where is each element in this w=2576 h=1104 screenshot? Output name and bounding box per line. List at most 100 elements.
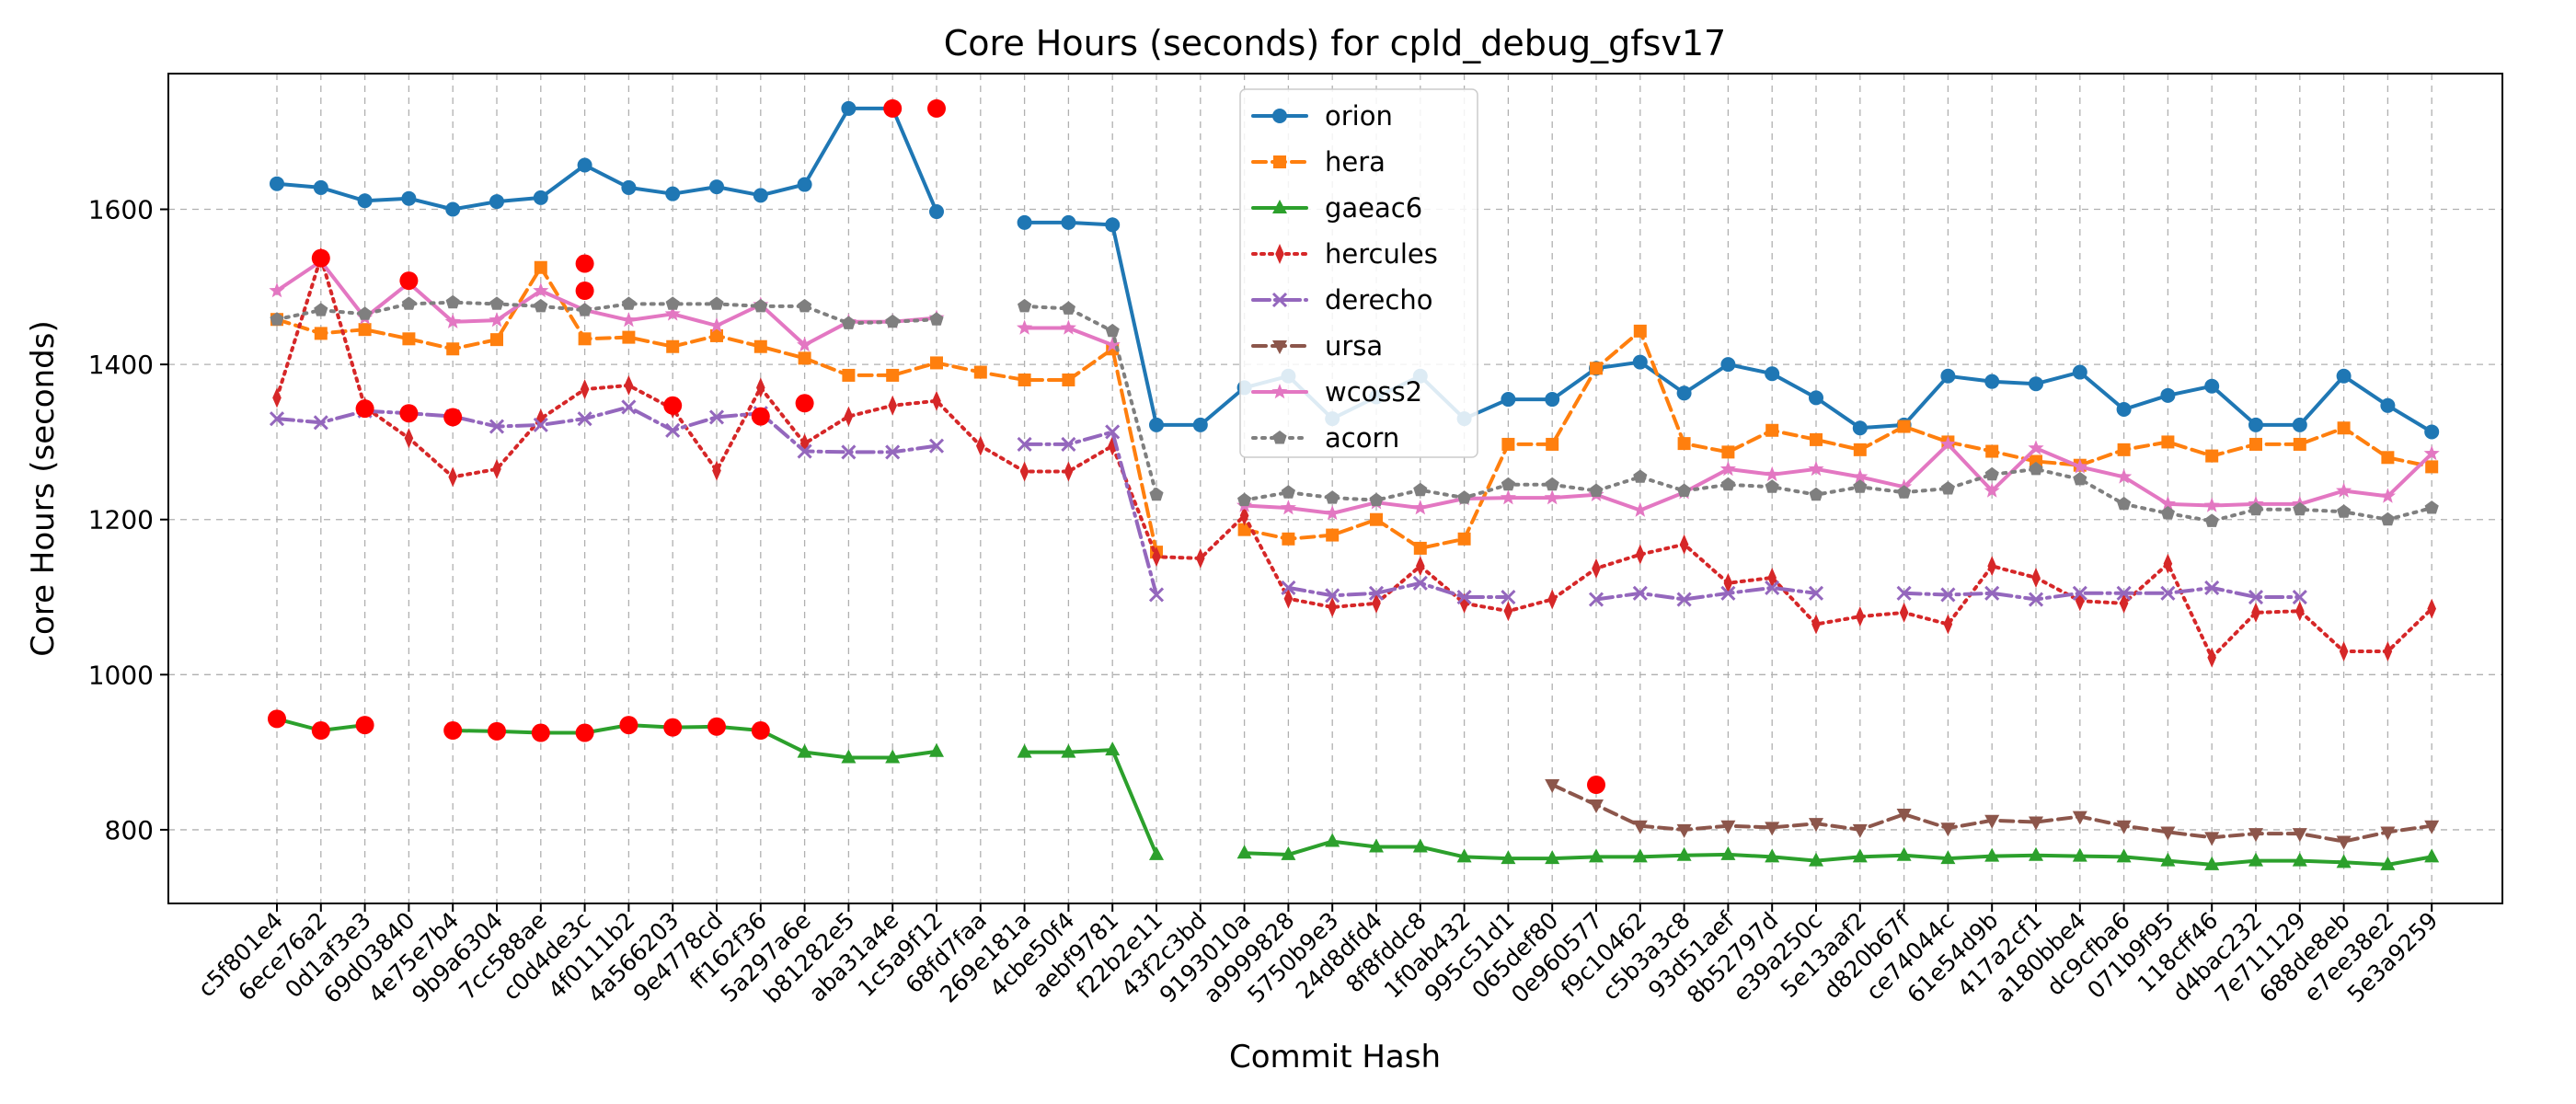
x-axis-title: Commit Hash [1229, 1039, 1441, 1075]
series-line-derecho [1594, 585, 1818, 602]
data-point-wcoss2 [1808, 460, 1824, 477]
data-point-derecho [708, 409, 725, 425]
data-point-orion [1765, 366, 1780, 382]
data-point-gaeac6 [1809, 852, 1823, 867]
data-point-orion [1984, 374, 2000, 389]
series-line-gaeac6 [1022, 748, 1158, 857]
data-point-hera [666, 339, 680, 353]
data-point-orion [1632, 354, 1648, 370]
data-point-acorn [798, 298, 812, 313]
data-point-acorn [1720, 477, 1735, 491]
data-point-derecho [1325, 588, 1340, 604]
data-point-ursa [1852, 823, 1868, 838]
data-point-orion [621, 179, 637, 195]
data-point-orion [1061, 214, 1076, 230]
y-tick-label: 1000 [88, 660, 154, 690]
data-point-hercules [2295, 601, 2305, 622]
data-point-hercules [1811, 614, 1821, 635]
data-point-acorn [2248, 501, 2263, 516]
data-point-hercules [624, 374, 634, 396]
x-axis-ticks: c5f801e46ece76a20d1af3e369d038404e75e7b4… [193, 903, 2443, 1008]
legend-marker-hera [1273, 155, 1286, 168]
data-point-hercules [712, 460, 721, 481]
data-point-derecho [2248, 589, 2264, 605]
data-point-derecho [269, 411, 285, 427]
y-axis-title: Core Hours (seconds) [25, 320, 62, 656]
data-point-hera [1062, 373, 1075, 386]
data-point-wcoss2 [1104, 337, 1121, 352]
highlight-point [531, 723, 550, 742]
data-point-ursa [1676, 823, 1692, 838]
series-line-wcoss2 [1242, 442, 2434, 515]
legend-marker-acorn [1272, 431, 1287, 444]
data-point-derecho [2116, 585, 2132, 601]
data-point-acorn [1149, 487, 1164, 501]
data-point-acorn [929, 312, 944, 326]
data-point-orion [2029, 376, 2043, 392]
data-point-hera [1590, 362, 1603, 375]
data-point-gaeac6 [1984, 847, 2000, 862]
data-point-derecho [2204, 580, 2220, 595]
data-point-acorn [2424, 500, 2439, 514]
data-point-gaeac6 [1896, 846, 1912, 861]
legend-label-acorn: acorn [1325, 422, 1399, 454]
data-point-ursa [2072, 811, 2087, 825]
data-point-hercules [2119, 592, 2129, 614]
data-point-orion [753, 188, 768, 203]
data-point-acorn [1765, 479, 1779, 493]
data-point-derecho [577, 411, 592, 427]
data-point-acorn [578, 303, 592, 316]
highlight-point [663, 718, 683, 737]
y-tick-label: 1200 [88, 505, 154, 535]
data-point-derecho [2160, 585, 2176, 601]
data-point-derecho [1588, 592, 1604, 607]
legend-frame [1239, 88, 1478, 458]
data-point-hera [2117, 443, 2131, 456]
highlight-point [268, 709, 286, 729]
data-point-acorn [445, 294, 460, 309]
data-point-derecho [1940, 587, 1956, 603]
data-point-derecho [1281, 580, 1296, 595]
data-point-orion [1852, 420, 1868, 436]
data-point-ursa [2292, 828, 2307, 843]
data-point-gaeac6 [1852, 848, 1868, 863]
data-point-wcoss2 [1060, 319, 1076, 335]
data-point-derecho [1412, 575, 1428, 591]
data-point-wcoss2 [1324, 505, 1340, 521]
data-point-hercules [1064, 461, 1074, 482]
data-point-orion [841, 100, 857, 116]
data-point-hera [1237, 523, 1251, 536]
data-point-hercules [1328, 596, 1337, 617]
data-point-hera [1546, 437, 1559, 451]
data-point-ursa [2116, 820, 2132, 834]
series-line-wcoss2 [275, 259, 938, 347]
data-point-ursa [2029, 816, 2043, 831]
data-point-acorn [534, 298, 548, 313]
data-point-hera [1633, 324, 1647, 338]
data-point-hera [1985, 444, 1999, 458]
data-point-acorn [665, 296, 680, 310]
series-line-derecho [1286, 581, 1511, 599]
highlight-point [707, 717, 726, 736]
data-point-ursa [2204, 832, 2220, 846]
highlight-point [443, 408, 463, 427]
data-point-gaeac6 [2029, 846, 2043, 861]
data-point-acorn [1325, 490, 1340, 504]
data-point-gaeac6 [1589, 848, 1604, 863]
data-point-wcoss2 [1280, 500, 1296, 515]
data-point-wcoss2 [1632, 501, 1649, 517]
data-point-hera [402, 332, 416, 346]
legend-label-gaeac6: gaeac6 [1325, 192, 1422, 224]
data-point-orion [1017, 214, 1032, 230]
series-line-acorn [1242, 466, 2434, 523]
legend: orion hera gaeac6 hercules derecho ursa wcoss2… [1239, 88, 1478, 458]
data-point-gaeac6 [1412, 838, 1428, 853]
data-point-acorn [2160, 506, 2175, 520]
y-axis-ticks: 800 1000 1200 1400 1600 [88, 195, 168, 845]
y-tick-label: 1600 [88, 195, 154, 225]
data-point-acorn [1457, 490, 1472, 504]
data-point-ursa [1896, 809, 1912, 823]
highlight-point [663, 396, 683, 415]
data-point-ursa [1632, 820, 1648, 834]
data-point-hercules [844, 406, 854, 427]
